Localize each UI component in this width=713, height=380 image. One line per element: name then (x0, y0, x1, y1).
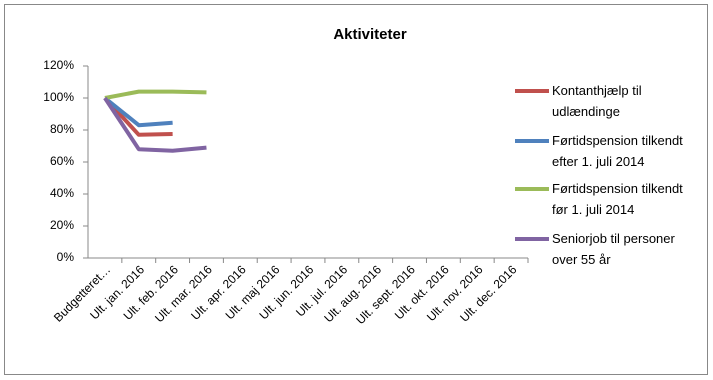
legend-entry: Kontanthjælp til udlændinge (515, 80, 705, 122)
legend-entry: Førtidspension tilkendt efter 1. juli 20… (515, 130, 705, 172)
chart-title: Aktiviteter (333, 26, 407, 43)
series-line (104, 89, 207, 100)
legend-label: Førtidspension tilkendt efter 1. juli 20… (552, 133, 683, 169)
legend-label: Seniorjob til personer over 55 år (552, 231, 675, 267)
legend-label: Kontanthjælp til udlændinge (552, 83, 642, 119)
legend-swatch (515, 89, 549, 93)
y-tick-label: 100% (43, 90, 74, 104)
legend-swatch (515, 187, 549, 191)
y-tick-label: 0% (57, 250, 75, 264)
legend-entry: Førtidspension tilkendt før 1. juli 2014 (515, 178, 705, 220)
series-line (103, 96, 207, 153)
legend-entry: Seniorjob til personer over 55 år (515, 228, 705, 270)
legend-swatch (515, 237, 549, 241)
legend-swatch (515, 139, 549, 143)
series-line (103, 96, 173, 137)
y-tick-label: 20% (50, 218, 74, 232)
legend-label: Førtidspension tilkendt før 1. juli 2014 (552, 181, 683, 217)
y-tick-label: 40% (50, 186, 74, 200)
y-tick-label: 120% (43, 58, 74, 72)
series-line (103, 96, 173, 128)
chart-border (4, 4, 708, 375)
y-tick-label: 60% (50, 154, 74, 168)
y-tick-label: 80% (50, 122, 74, 136)
